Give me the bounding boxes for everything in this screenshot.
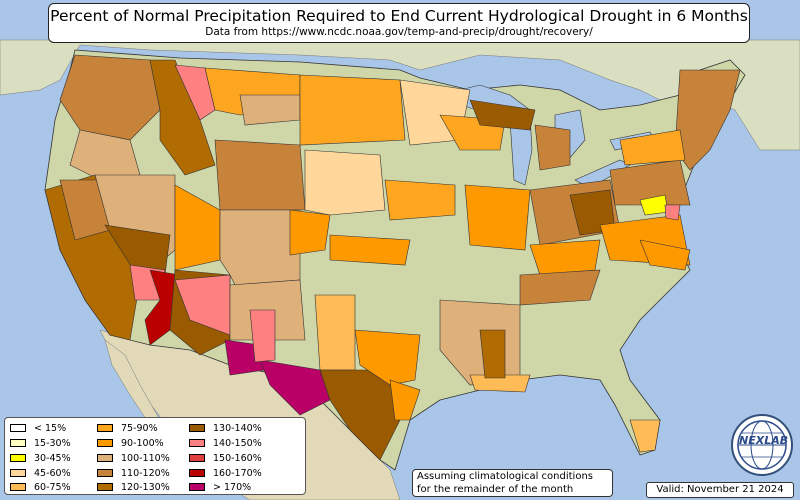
legend-label: 30-45%: [34, 452, 71, 464]
region-panhandle: [314, 294, 356, 371]
region-dakotas: [299, 74, 406, 146]
legend-item: 30-45%: [10, 451, 71, 465]
map-title: Percent of Normal Precipitation Required…: [50, 7, 748, 25]
legend-item: 110-120%: [97, 466, 170, 480]
legend-label: < 15%: [34, 422, 67, 434]
region-wyoming: [214, 139, 306, 211]
drought-regions: [44, 54, 741, 461]
legend-swatch: [97, 424, 113, 432]
region-sc-coast: [639, 239, 691, 271]
legend-swatch: [189, 483, 205, 491]
region-iowa: [384, 179, 456, 221]
legend-item: > 170%: [189, 480, 251, 494]
assumption-note: Assuming climatological conditions for t…: [412, 469, 613, 497]
globe-logo-icon: [737, 420, 787, 470]
legend: < 15% 15-30% 30-45% 45-60% 60-75% 75-90%…: [4, 417, 306, 495]
legend-swatch: [10, 424, 26, 432]
map-subtitle: Data from https://www.ncdc.noaa.gov/temp…: [205, 26, 593, 38]
note-line-1: Assuming climatological conditions: [417, 471, 593, 482]
logo-text: NEXLAB: [739, 434, 789, 447]
legend-swatch: [97, 454, 113, 462]
legend-item: < 15%: [10, 421, 66, 435]
region-nebraska: [304, 149, 386, 216]
legend-swatch: [189, 469, 205, 477]
valid-date: Valid: November 21 2024: [646, 482, 794, 498]
region-gulf-coast: [469, 374, 531, 393]
nexlab-logo: NEXLAB: [731, 414, 793, 476]
legend-label: 130-140%: [213, 422, 262, 434]
region-kansas-oklahoma: [329, 234, 411, 266]
legend-label: 150-160%: [213, 452, 262, 464]
legend-label: 90-100%: [121, 437, 164, 449]
legend-swatch: [10, 439, 26, 447]
region-la-east-texas: [389, 379, 421, 421]
legend-label: 60-75%: [34, 481, 71, 493]
legend-item: 140-150%: [189, 436, 262, 450]
legend-swatch: [97, 439, 113, 447]
legend-label: 120-130%: [121, 481, 170, 493]
region-colorado-east: [289, 209, 331, 256]
region-michigan: [469, 99, 536, 131]
legend-item: 90-100%: [97, 436, 164, 450]
legend-label: 45-60%: [34, 467, 71, 479]
region-delmarva-red: [664, 204, 681, 221]
legend-item: 120-130%: [97, 480, 170, 494]
region-new-york: [619, 129, 686, 166]
legend-swatch: [10, 454, 26, 462]
legend-item: 75-90%: [97, 421, 158, 435]
region-north-texas: [354, 329, 421, 386]
region-montana-east: [239, 94, 301, 126]
title-box: Percent of Normal Precipitation Required…: [48, 3, 750, 43]
legend-label: 160-170%: [213, 467, 262, 479]
legend-swatch: [189, 424, 205, 432]
legend-swatch: [97, 469, 113, 477]
legend-swatch: [189, 454, 205, 462]
note-line-2: for the remainder of the month: [417, 483, 574, 495]
legend-item: 60-75%: [10, 480, 71, 494]
legend-label: 100-110%: [121, 452, 170, 464]
region-colorado: [219, 209, 301, 286]
legend-label: 140-150%: [213, 437, 262, 449]
region-south-florida: [629, 419, 661, 453]
region-new-england: [674, 69, 741, 171]
legend-item: 15-30%: [10, 436, 71, 450]
region-ms-valley: [479, 329, 506, 379]
region-nm-central: [249, 309, 276, 363]
region-illinois-indiana: [464, 184, 531, 251]
legend-item: 130-140%: [189, 421, 262, 435]
legend-swatch: [189, 439, 205, 447]
legend-label: 75-90%: [121, 422, 158, 434]
region-kentucky: [529, 239, 601, 276]
legend-label: > 170%: [213, 481, 252, 493]
canada-land: [0, 39, 800, 151]
region-w-texas: [259, 359, 331, 416]
legend-label: 15-30%: [34, 437, 71, 449]
legend-swatch: [10, 483, 26, 491]
legend-swatch: [97, 483, 113, 491]
legend-item: 150-160%: [189, 451, 262, 465]
legend-swatch: [10, 469, 26, 477]
legend-item: 160-170%: [189, 466, 262, 480]
legend-item: 100-110%: [97, 451, 170, 465]
region-tennessee: [519, 269, 601, 306]
region-pennsylvania: [609, 159, 691, 206]
region-lower-mi: [534, 124, 571, 171]
legend-item: 45-60%: [10, 466, 71, 480]
legend-label: 110-120%: [121, 467, 170, 479]
